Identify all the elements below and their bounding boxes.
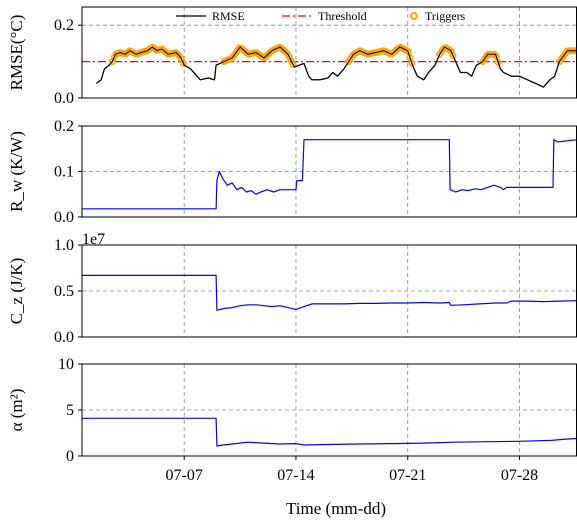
rw-series bbox=[82, 139, 577, 210]
x-tick-label: 07-21 bbox=[389, 467, 426, 484]
trigger-marker bbox=[406, 54, 414, 62]
cz-panel: 0.0 0.5 1.0 C_z (J/K) 1e7 bbox=[7, 231, 577, 346]
y-tick-label: 1.0 bbox=[54, 237, 74, 254]
trigger-marker bbox=[408, 59, 416, 67]
y-tick-label: 0.2 bbox=[54, 17, 74, 34]
x-axis-ticks: 07-07 07-14 07-21 07-28 bbox=[166, 456, 538, 484]
series-0-line bbox=[82, 274, 577, 311]
cz-y-ticks: 0.0 0.5 1.0 bbox=[54, 237, 82, 346]
rmse-y-label: RMSE(°C) bbox=[7, 15, 26, 91]
y-tick-label: 0 bbox=[66, 448, 74, 465]
y-tick-label: 0.2 bbox=[54, 118, 74, 135]
rw-y-label: R_w (K/W) bbox=[7, 131, 26, 212]
alpha-grid bbox=[82, 364, 577, 456]
y-tick-label: 0.0 bbox=[54, 329, 74, 346]
rw-panel: 0.0 0.1 0.2 R_w (K/W) bbox=[7, 118, 577, 226]
cz-y-label: C_z (J/K) bbox=[7, 258, 26, 325]
series-0-line bbox=[82, 417, 577, 447]
x-tick-label: 07-14 bbox=[277, 467, 314, 484]
y-tick-label: 0.1 bbox=[54, 164, 74, 181]
trigger-marker bbox=[494, 58, 502, 66]
rmse-series bbox=[82, 43, 577, 88]
trigger-marker bbox=[449, 52, 457, 60]
y-tick-label: 0.0 bbox=[54, 209, 74, 226]
cz-grid bbox=[82, 245, 577, 337]
x-axis-label: Time (mm-dd) bbox=[286, 499, 386, 518]
x-tick-label: 07-07 bbox=[166, 467, 203, 484]
legend-rmse-label: RMSE bbox=[212, 9, 245, 23]
legend-triggers-label: Triggers bbox=[425, 9, 466, 23]
alpha-y-label: α (m²) bbox=[7, 389, 26, 432]
rw-grid bbox=[82, 126, 577, 217]
trigger-marker bbox=[289, 61, 297, 69]
alpha-series bbox=[82, 417, 577, 447]
trigger-marker bbox=[404, 48, 412, 56]
trigger-marker bbox=[492, 52, 500, 60]
series-0-line bbox=[82, 139, 577, 210]
trigger-marker bbox=[179, 59, 187, 67]
y-tick-label: 10 bbox=[58, 356, 74, 373]
cz-series bbox=[82, 274, 577, 311]
y-tick-label: 5 bbox=[66, 402, 74, 419]
alpha-panel: 0 5 10 α (m²) bbox=[7, 356, 577, 465]
legend-triggers-marker bbox=[410, 12, 418, 20]
x-tick-label: 07-28 bbox=[501, 467, 538, 484]
rmse-y-ticks: 0.0 0.2 bbox=[54, 17, 82, 107]
rw-y-ticks: 0.0 0.1 0.2 bbox=[54, 118, 82, 226]
rmse-panel: 0.0 0.2 RMSE(°C) RMSE Threshold Triggers bbox=[7, 6, 577, 107]
rmse-legend: RMSE Threshold Triggers bbox=[176, 9, 466, 23]
y-tick-label: 0.0 bbox=[54, 90, 74, 107]
legend-threshold-label: Threshold bbox=[318, 9, 367, 23]
rmse-line-overlay bbox=[96, 46, 577, 88]
y-tick-label: 0.5 bbox=[54, 283, 74, 300]
cz-offset-text: 1e7 bbox=[82, 231, 105, 248]
alpha-y-ticks: 0 5 10 bbox=[58, 356, 82, 465]
